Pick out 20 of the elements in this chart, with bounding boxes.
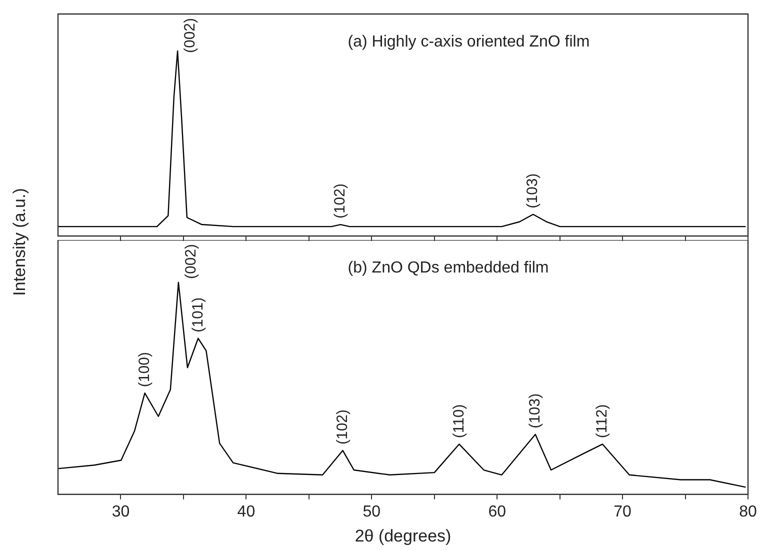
annotation: (100) [136,352,153,388]
annotation: (102) [332,184,349,219]
y-axis-title: Intensity (a.u.) [10,188,30,296]
annotation: (102) [334,409,351,445]
annotation: (112) [594,404,611,438]
x-tick-label: 70 [614,503,632,520]
x-tick-label: 50 [362,503,381,520]
annotation: (101) [189,297,206,332]
x-tick-label: 30 [112,503,130,520]
annotation: (002) [182,18,199,54]
x-tick-label: 40 [237,503,256,520]
annotation: (103) [524,173,542,208]
text: (a) Highly c-axis oriented ZnO film [348,33,590,50]
annotation: (002) [182,244,200,280]
text: (b) ZnO QDs embedded film [348,259,549,276]
annotation: (103) [526,393,544,428]
annotation: (110) [450,404,468,438]
x-tick-label: 80 [739,503,757,520]
x-axis-title: 2θ (degrees) [354,526,452,546]
x-tick-label: 60 [488,503,506,520]
